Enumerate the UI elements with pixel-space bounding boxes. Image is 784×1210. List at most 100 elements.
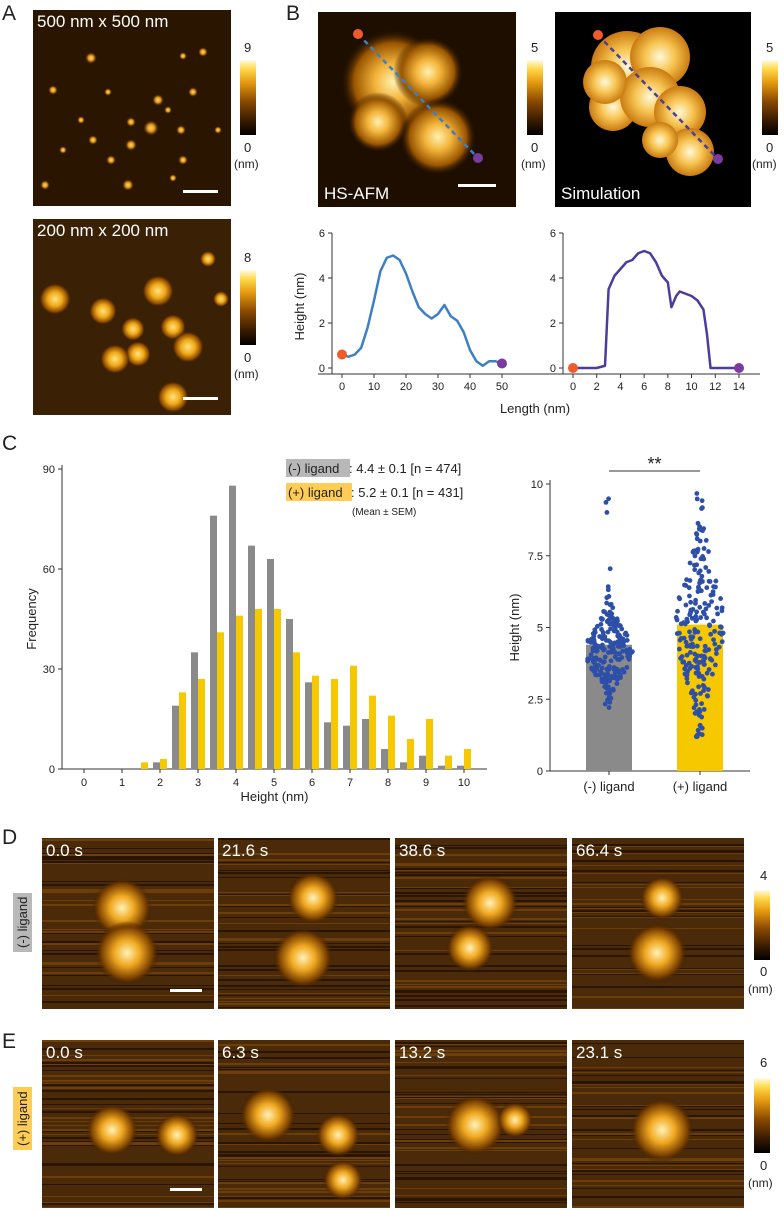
scan-line <box>42 1098 214 1100</box>
scan-line <box>218 872 390 874</box>
panel-label-a: A <box>2 2 17 25</box>
scan-line <box>218 1181 390 1182</box>
scan-line <box>395 1053 567 1054</box>
molecule-blob <box>445 1095 505 1155</box>
y-tick-label: 60 <box>43 564 55 576</box>
data-point <box>617 651 622 656</box>
molecule-blob <box>462 875 518 931</box>
data-point <box>699 653 704 659</box>
scan-line <box>42 1084 214 1086</box>
data-point <box>697 636 703 642</box>
scan-line <box>395 1202 567 1203</box>
scan-line <box>218 1160 390 1161</box>
scan-line <box>572 844 744 846</box>
data-point <box>605 684 611 690</box>
bar-minus-ligand <box>457 765 464 769</box>
scan-line <box>218 1069 390 1070</box>
bar-minus-ligand <box>267 559 274 769</box>
legend-note: (Mean ± SEM) <box>352 507 416 518</box>
colorbar-min: 0 <box>244 350 252 365</box>
bar-minus-ligand <box>286 619 293 769</box>
bar-minus-ligand <box>153 762 160 769</box>
y-tick-label: 7.5 <box>528 551 543 563</box>
data-point <box>622 631 628 637</box>
image-size-label: 200 nm x 200 nm <box>37 221 169 240</box>
legend-plus-stat: : 5.2 ± 0.1 [n = 431] <box>351 485 463 500</box>
colorbar-max: 6 <box>760 1055 768 1070</box>
colorbar-min: 0 <box>531 140 539 155</box>
x-axis-label: Height (nm) <box>241 789 309 804</box>
colorbar-min: 0 <box>760 1158 768 1173</box>
data-point <box>708 631 714 637</box>
scan-line <box>218 838 390 840</box>
data-point <box>607 644 613 649</box>
data-point <box>677 630 682 636</box>
scan-line <box>395 995 567 997</box>
data-point <box>690 644 696 650</box>
data-point <box>720 630 726 636</box>
x-tick-label: 7 <box>347 777 353 789</box>
data-point <box>699 498 705 504</box>
data-point <box>590 631 596 637</box>
scan-line <box>395 1177 567 1179</box>
data-point <box>684 643 690 649</box>
scan-line <box>572 853 744 854</box>
bar-plus-ligand <box>236 615 243 769</box>
scan-line <box>218 1071 390 1072</box>
data-point <box>710 671 715 677</box>
data-point <box>701 676 707 682</box>
significance-stars: ** <box>647 454 661 474</box>
y-tick-label: 0 <box>319 363 325 375</box>
data-point <box>614 617 619 623</box>
bar-plus-ligand <box>255 609 262 769</box>
scan-line <box>42 839 214 841</box>
scan-line <box>572 873 744 874</box>
data-point <box>611 649 617 655</box>
scan-line <box>42 856 214 858</box>
data-point <box>621 669 627 675</box>
scan-line <box>572 1185 744 1186</box>
bar-minus-ligand <box>248 545 255 769</box>
data-point <box>617 674 623 679</box>
scan-line <box>395 854 567 856</box>
data-point <box>717 630 723 636</box>
scan-line <box>395 1179 567 1180</box>
x-tick-label: 0 <box>81 777 87 789</box>
data-point <box>612 654 618 660</box>
data-point <box>585 657 591 663</box>
data-point <box>606 694 612 700</box>
data-point <box>699 573 705 579</box>
x-tick-label: 4 <box>617 381 623 393</box>
x-tick-label: 0 <box>339 381 345 393</box>
x-tick-label: 10 <box>685 381 697 393</box>
data-point <box>699 714 705 720</box>
data-point <box>692 629 698 635</box>
data-point <box>699 732 705 738</box>
data-point <box>686 585 692 591</box>
data-point <box>694 496 700 502</box>
scale-bar <box>458 184 496 187</box>
time-frame-image: 13.2 s <box>395 1040 567 1208</box>
scan-line <box>42 1108 214 1109</box>
data-point <box>605 584 611 590</box>
colorbar-min: 0 <box>760 964 768 979</box>
data-point <box>706 603 712 608</box>
height-dotplot: 0 2.5 5 7.5 10 Height (nm) (-) ligand (+) ligan… <box>507 454 750 794</box>
data-point <box>682 582 687 588</box>
image-label-simulation: Simulation <box>561 184 641 203</box>
data-point <box>620 648 626 654</box>
molecule-blob <box>273 928 333 988</box>
bar-plus-ligand <box>388 715 395 769</box>
data-point <box>607 609 613 615</box>
bar-plus-ligand <box>426 719 433 769</box>
data-point <box>597 657 603 663</box>
data-point <box>606 666 612 671</box>
scan-line <box>42 1196 214 1197</box>
scan-line <box>218 1197 390 1199</box>
x-axis-label: Length (nm) <box>500 401 570 416</box>
y-tick-label: 2 <box>550 318 556 330</box>
data-point <box>702 643 708 649</box>
scan-line <box>395 1171 567 1172</box>
height-histogram: 0 30 60 90 0 1 2 3 4 5 6 7 8 9 10 Height (nm) Frequency (… <box>24 459 487 804</box>
data-point <box>612 626 618 631</box>
